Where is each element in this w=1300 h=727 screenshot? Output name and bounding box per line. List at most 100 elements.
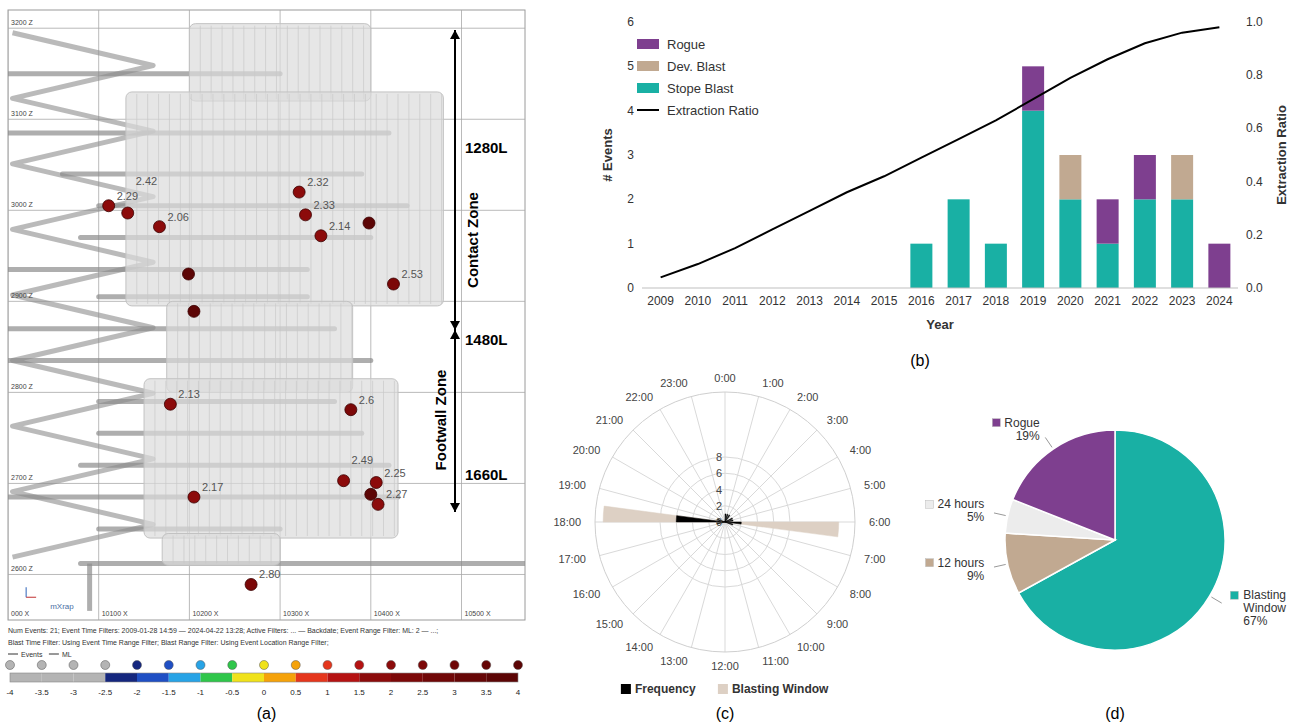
- event: [188, 305, 200, 317]
- colorbar-segment: [232, 673, 264, 682]
- line: [661, 27, 1220, 277]
- tick-label: 10200 X: [192, 610, 218, 617]
- spoke: [725, 522, 726, 652]
- colorbar-frame: [10, 673, 518, 682]
- colorbar-segment: [359, 673, 391, 682]
- x-axis: [642, 288, 1238, 289]
- colorbar-tick: [418, 661, 427, 670]
- stope-edge: [274, 381, 275, 536]
- legend-label: ML: [62, 651, 72, 658]
- panel-b: 01234560.00.20.40.60.81.0200920102011201…: [600, 15, 1289, 332]
- stope-edge: [212, 94, 213, 304]
- tick-label: 1: [627, 237, 634, 251]
- colorbar-tick: [260, 661, 269, 670]
- event-label: 2.17: [202, 481, 223, 493]
- tick-label: 2014: [834, 294, 861, 308]
- bar: [948, 199, 970, 200]
- stope-edge: [340, 303, 341, 390]
- label-marker: [926, 500, 934, 508]
- colorbar-segment: [42, 673, 74, 682]
- stope-edge: [234, 94, 235, 304]
- data-label: 9%: [967, 569, 985, 583]
- bar: [1059, 155, 1081, 199]
- event-label: 2.80: [259, 568, 280, 580]
- spoke: [725, 522, 759, 648]
- label-marker: [926, 559, 934, 567]
- stope-edge: [253, 303, 254, 390]
- tick-label: -0.5: [225, 688, 239, 697]
- tick-label: 2024: [1206, 294, 1233, 308]
- stope-edge: [297, 303, 298, 390]
- tick-label: 6: [627, 15, 634, 29]
- event-label: 2.6: [359, 394, 374, 406]
- tick-label: 0: [716, 516, 722, 528]
- panel-label: (c): [716, 705, 735, 722]
- panel-d: BlastingWindow67%12 hours9%24 hours5%Rog…: [926, 416, 1287, 650]
- tick-label: 1: [325, 688, 330, 697]
- tick-label: 6: [716, 467, 722, 479]
- colorbar-tick: [323, 661, 332, 670]
- stope-edge: [169, 94, 170, 304]
- spoke: [725, 409, 790, 522]
- tick-label: 000 X: [11, 610, 30, 617]
- legend-swatch: [718, 684, 728, 694]
- slice-label: BlastingWindow67%: [1230, 588, 1286, 628]
- spoke: [660, 409, 725, 522]
- arrow-head: [450, 321, 460, 330]
- stope: [162, 534, 280, 566]
- legend-swatch: [637, 83, 659, 93]
- range-frame: [595, 392, 855, 652]
- tick-label: 2010: [685, 294, 712, 308]
- spoke: [725, 522, 817, 614]
- stope-edge: [202, 94, 203, 304]
- legend-label: Extraction Ratio: [667, 103, 759, 118]
- tick-label: 2: [627, 192, 634, 206]
- tick-label: 22:00: [625, 391, 653, 403]
- stope-edge: [210, 303, 211, 390]
- tick-label: -1.5: [162, 688, 176, 697]
- tick-label: 2021: [1094, 294, 1121, 308]
- tick-label: 4:00: [850, 444, 871, 456]
- tick-label: 3100 Z: [11, 110, 34, 117]
- slice-name: 24 hours: [938, 497, 985, 511]
- tick-label: 0.0: [1246, 281, 1263, 295]
- tick-label: 5:00: [864, 479, 885, 491]
- stope-edge: [376, 94, 377, 304]
- tick-label: 10100 X: [102, 610, 128, 617]
- stope: [144, 379, 398, 538]
- bar: [1097, 199, 1119, 243]
- bar: [1134, 155, 1156, 199]
- stope-edge: [287, 26, 288, 99]
- colorbar-tick: [101, 661, 110, 670]
- tick-label: 4: [716, 484, 722, 496]
- stope-edge: [223, 94, 224, 304]
- event-label: 2.06: [167, 211, 188, 223]
- legend: FrequencyBlasting Window: [621, 682, 829, 696]
- colorbar-segment: [486, 673, 518, 682]
- slice-name: 12 hours: [938, 556, 985, 570]
- stope-edge: [243, 26, 244, 99]
- event: [122, 207, 134, 219]
- grid: [8, 10, 525, 620]
- level-label: 1280L: [465, 139, 508, 156]
- colorbar-tick: [514, 661, 523, 670]
- tick-label: 19:00: [558, 479, 586, 491]
- event-label: 2.49: [352, 454, 373, 466]
- tick-label: 2:00: [797, 391, 818, 403]
- panel-label: (d): [1105, 705, 1125, 722]
- spoke: [660, 522, 725, 635]
- stope-edge: [216, 536, 217, 564]
- tick-label: 2016: [908, 294, 935, 308]
- stope-edge: [319, 303, 320, 390]
- mine-model: [8, 24, 525, 611]
- legend-label: Blasting Window: [732, 682, 829, 696]
- tick-label: 2015: [871, 294, 898, 308]
- tick-label: 2900 Z: [11, 292, 34, 299]
- zone-label: Footwall Zone: [432, 370, 449, 471]
- event: [300, 209, 312, 221]
- stope-edge: [363, 26, 364, 99]
- wedge: [725, 522, 733, 525]
- bar: [1097, 244, 1119, 288]
- stope-edge: [238, 536, 239, 564]
- colorbar-tick: [133, 661, 142, 670]
